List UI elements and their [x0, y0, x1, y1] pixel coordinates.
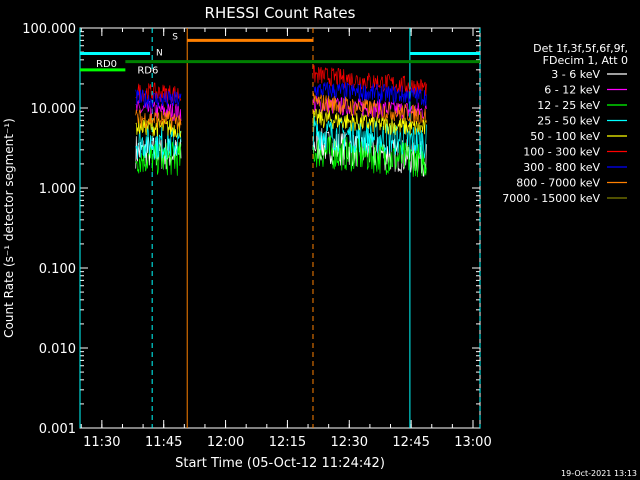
attenuator-label: RD6 [137, 66, 158, 77]
chart-title: RHESSI Count Rates [205, 4, 356, 22]
legend-entry-label: 100 - 300 keV [523, 146, 600, 159]
count-rate-trace [312, 65, 427, 96]
legend-entry-label: 50 - 100 keV [530, 130, 600, 143]
count-rate-trace [135, 109, 182, 130]
x-tick-label: 13:00 [454, 435, 491, 450]
timestamp-label: 19-Oct-2021 13:13 [561, 469, 637, 478]
data-layer: RD0 RD6 NS [79, 28, 481, 428]
y-tick-label: 0.100 [39, 262, 76, 277]
x-tick-label: 12:15 [269, 435, 306, 450]
legend: Det 1f,3f,5f,6f,9f,FDecim 1, Att 03 - 6 … [502, 42, 628, 205]
legend-entry-label: 300 - 800 keV [523, 161, 600, 174]
state-label: N [156, 49, 163, 59]
y-tick-label: 10.000 [31, 102, 77, 117]
x-tick-label: 12:00 [207, 435, 244, 450]
y-tick-label: 1.000 [39, 182, 76, 197]
legend-header: FDecim 1, Att 0 [543, 54, 628, 67]
count-rate-trace [135, 116, 182, 139]
legend-entry-label: 25 - 50 keV [537, 115, 600, 128]
count-rate-trace [313, 81, 427, 106]
attenuator-label: RD0 [96, 59, 117, 70]
state-label: S [172, 32, 178, 42]
legend-header: Det 1f,3f,5f,6f,9f, [533, 42, 628, 55]
count-rate-trace [312, 108, 427, 136]
y-tick-label: 0.001 [39, 422, 76, 437]
x-tick-label: 12:45 [392, 435, 429, 450]
count-rate-trace [135, 136, 182, 170]
y-tick-label: 100.000 [22, 22, 76, 37]
count-rate-trace [135, 89, 182, 109]
x-tick-label: 11:45 [145, 435, 182, 450]
x-tick-label: 12:30 [331, 435, 368, 450]
x-tick-label: 11:30 [83, 435, 120, 450]
legend-entry-label: 3 - 6 keV [551, 68, 600, 81]
count-rate-trace [135, 140, 182, 176]
count-rate-trace [312, 92, 427, 125]
y-tick-label: 0.010 [39, 342, 76, 357]
count-rate-trace [135, 99, 182, 122]
y-axis-label: Count Rate (s⁻¹ detector segment⁻¹) [2, 118, 16, 338]
legend-entry-label: 12 - 25 keV [537, 99, 600, 112]
legend-entry-label: 800 - 7000 keV [516, 177, 600, 190]
legend-entry-label: 6 - 12 keV [544, 84, 600, 97]
plot-axes: 0.001 0.010 0.100 1.000 10.000 100.000 11:30 11… [22, 22, 491, 450]
x-axis-label: Start Time (05-Oct-12 11:24:42) [175, 456, 385, 471]
legend-entry-label: 7000 - 15000 keV [502, 192, 600, 205]
